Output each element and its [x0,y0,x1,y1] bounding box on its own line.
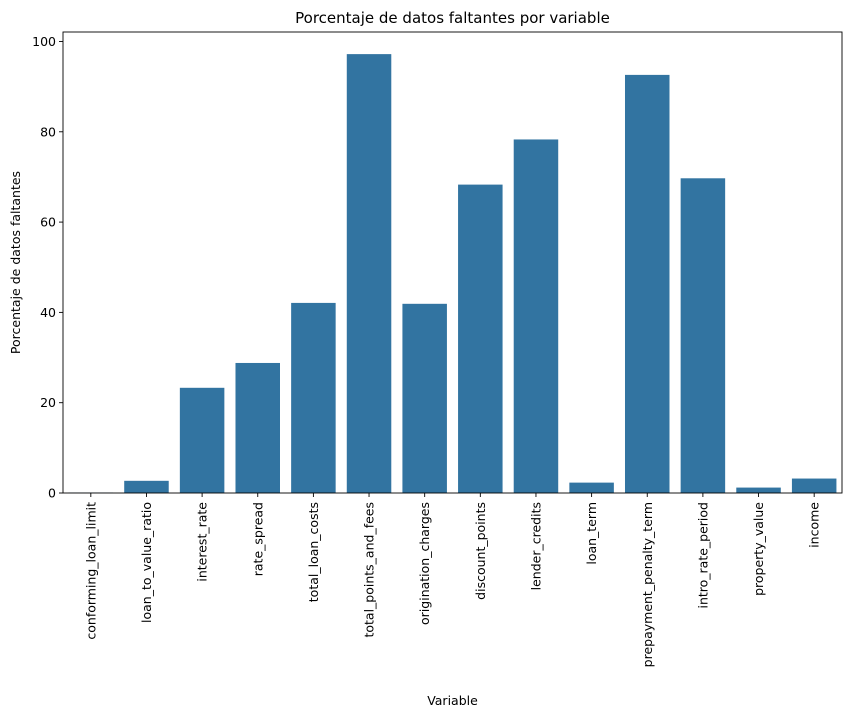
x-tick-label: total_points_and_fees [362,502,377,638]
y-tick-label: 80 [40,124,56,139]
y-tick-label: 100 [32,34,56,49]
bar-rate-spread [235,362,280,493]
y-tick-label: 40 [40,305,56,320]
x-tick-label: discount_points [473,502,488,600]
bar-loan-term [569,482,614,493]
bar-prepayment-penalty-term [624,74,670,493]
bar-income [791,478,837,493]
x-tick-label: lender_credits [528,502,543,590]
x-tick-label: total_loan_costs [306,502,321,602]
bar-discount-points [458,184,503,494]
bar-lender-credits [513,139,559,493]
x-tick-label: interest_rate [195,502,210,582]
bar-interest-rate [179,387,225,493]
y-axis-ticks: 0 20 40 60 80 100 [32,34,63,501]
x-tick-label: origination_charges [417,502,432,625]
bar-total-loan-costs [291,302,336,493]
chart-title: Porcentaje de datos faltantes por variab… [295,9,610,27]
x-axis-title: Variable [427,693,478,708]
x-tick-label: loan_term [584,502,599,565]
x-tick-label: rate_spread [250,502,265,576]
x-tick-label: prepayment_penalty_term [640,502,655,667]
bar-origination-charges [402,303,447,493]
y-tick-label: 20 [40,395,56,410]
y-axis-title: Porcentaje de datos faltantes [8,171,23,354]
y-tick-label: 0 [48,486,56,501]
x-tick-label: loan_to_value_ratio [139,502,154,623]
plot-frame [62,31,843,494]
bar-total-points-and-fees [346,54,392,494]
x-tick-label: conforming_loan_limit [83,502,98,640]
bar-loan-to-value-ratio [124,480,169,493]
y-tick-label: 60 [40,215,56,230]
x-axis-ticks: conforming_loan_limit loan_to_value_ratio… [83,493,822,667]
bars-group [68,54,837,494]
x-tick-label: income [807,502,822,548]
x-tick-label: property_value [751,502,766,596]
x-tick-label: intro_rate_period [695,502,710,609]
bar-property-value [736,487,781,493]
bar-intro-rate-period [680,178,726,494]
